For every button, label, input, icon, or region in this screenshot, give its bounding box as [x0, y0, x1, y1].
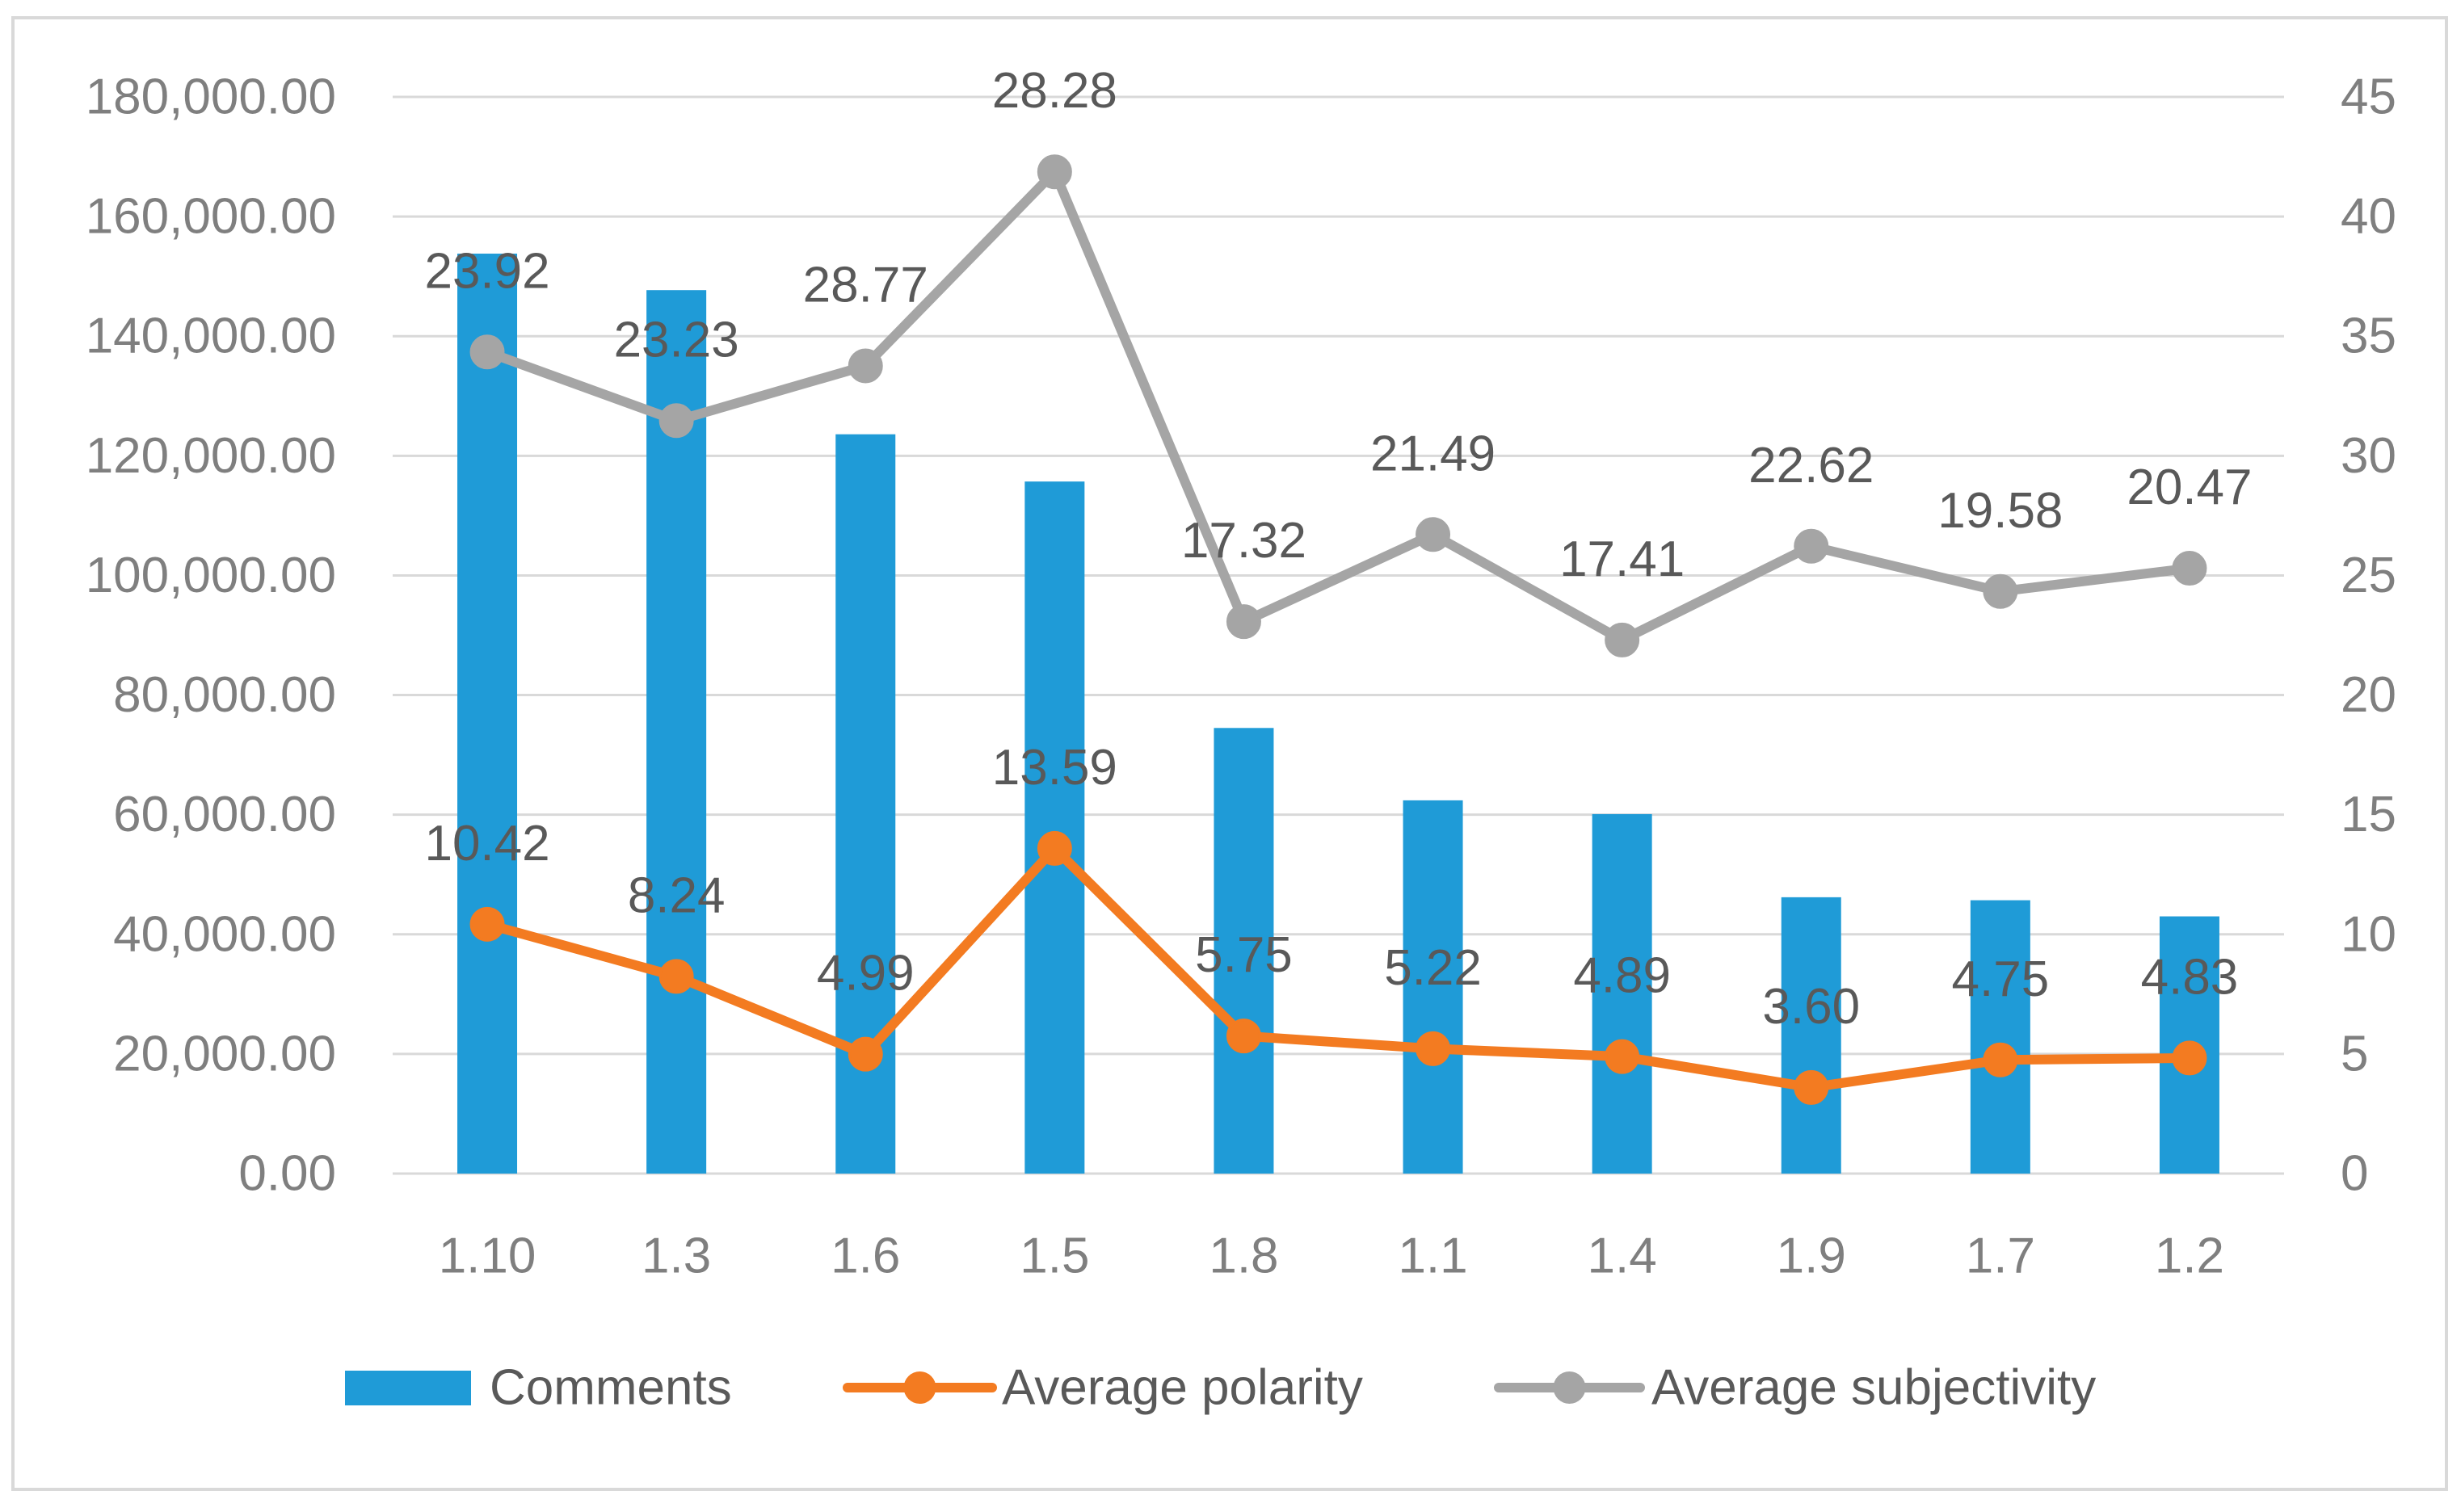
- right-y-tick-label: 25: [2341, 548, 2396, 603]
- legend-item-average-polarity: Average polarity: [843, 1360, 1363, 1416]
- x-tick-label: 1.2: [2155, 1228, 2224, 1284]
- bar-comments: [1970, 900, 2030, 1174]
- right-y-tick-label: 5: [2341, 1026, 2368, 1082]
- point-average-polarity: [848, 1036, 883, 1072]
- left-y-axis: 0.00 20,000.00 40,000.00 60,000.00 80,000.00…: [86, 69, 336, 1202]
- point-average-subjectivity: [1605, 622, 1640, 657]
- legend-marker-average-subjectivity: [1553, 1371, 1586, 1404]
- x-tick-label: 1.9: [1777, 1228, 1846, 1284]
- left-y-tick-label: 100,000.00: [86, 548, 336, 603]
- bar-comments: [1781, 897, 1841, 1174]
- legend-label-average-polarity: Average polarity: [1002, 1360, 1363, 1416]
- point-average-polarity: [1037, 830, 1072, 866]
- left-y-tick-label: 20,000.00: [113, 1026, 336, 1082]
- right-y-tick-label: 35: [2341, 309, 2396, 364]
- left-y-tick-label: 80,000.00: [113, 667, 336, 723]
- legend-marker-average-polarity: [903, 1371, 936, 1404]
- x-tick-label: 1.7: [1966, 1228, 2035, 1284]
- data-label-average-subjectivity: 17.32: [1181, 513, 1306, 569]
- bar-comments: [1024, 481, 1085, 1174]
- data-label-average-polarity: 4.89: [1573, 948, 1671, 1004]
- right-y-tick-label: 0: [2341, 1146, 2368, 1202]
- point-average-subjectivity: [1037, 154, 1072, 190]
- data-label-average-polarity: 4.99: [817, 946, 915, 1002]
- legend-item-comments: Comments: [345, 1360, 732, 1416]
- point-average-subjectivity: [1794, 528, 1829, 564]
- line-series: [469, 154, 2207, 1105]
- point-average-subjectivity: [848, 348, 883, 384]
- data-label-average-subjectivity: 23.92: [424, 243, 549, 299]
- gridlines: [393, 95, 2284, 1175]
- point-average-polarity: [1605, 1039, 1640, 1074]
- right-y-axis: 0 5 10 15 20 25 30 35 40 45: [2341, 69, 2396, 1202]
- point-average-polarity: [1416, 1031, 1451, 1066]
- right-y-tick-label: 40: [2341, 189, 2396, 245]
- line-average-subjectivity: [482, 166, 2194, 645]
- point-average-polarity: [1794, 1069, 1829, 1105]
- data-label-average-polarity: 10.42: [424, 816, 549, 872]
- bar-comments: [1214, 728, 1274, 1174]
- point-average-subjectivity: [1226, 604, 1261, 640]
- point-average-polarity: [658, 959, 694, 994]
- x-tick-label: 1.4: [1588, 1228, 1657, 1284]
- bar-comments: [457, 254, 518, 1174]
- point-average-subjectivity: [2172, 551, 2207, 586]
- legend-item-average-subjectivity: Average subjectivity: [1494, 1360, 2096, 1416]
- data-label-average-subjectivity: 21.49: [1370, 426, 1496, 481]
- point-average-polarity: [1226, 1018, 1261, 1054]
- data-label-average-subjectivity: 17.41: [1559, 531, 1685, 587]
- data-label-average-polarity: 4.75: [1952, 951, 2050, 1007]
- data-label-average-polarity: 5.22: [1384, 940, 1482, 996]
- right-y-tick-label: 10: [2341, 906, 2396, 962]
- left-y-tick-label: 160,000.00: [86, 189, 336, 245]
- point-average-subjectivity: [469, 334, 505, 370]
- bar-comments: [1592, 813, 1652, 1174]
- right-y-tick-label: 30: [2341, 428, 2396, 484]
- point-average-subjectivity: [1416, 517, 1451, 552]
- point-average-polarity: [469, 906, 505, 942]
- legend-label-comments: Comments: [490, 1360, 732, 1416]
- legend: Comments Average polarity Average subjecti…: [345, 1360, 2096, 1416]
- data-label-average-subjectivity: 20.47: [2127, 460, 2252, 515]
- data-label-average-polarity: 5.75: [1195, 927, 1293, 983]
- left-y-tick-label: 40,000.00: [113, 906, 336, 962]
- data-label-average-subjectivity: 19.58: [1937, 483, 2063, 539]
- bar-comments: [1403, 800, 1463, 1174]
- line-average-polarity: [482, 843, 2194, 1093]
- right-y-tick-label: 45: [2341, 69, 2396, 125]
- left-y-tick-label: 0.00: [238, 1146, 336, 1202]
- right-y-tick-label: 15: [2341, 787, 2396, 842]
- point-average-polarity: [1983, 1042, 2018, 1077]
- right-y-tick-label: 20: [2341, 667, 2396, 723]
- x-tick-label: 1.8: [1209, 1228, 1278, 1284]
- comments-bars: [457, 254, 2219, 1174]
- data-labels: 10.42 8.24 4.99 13.59 5.75 5.22 4.89 3.60 4.75 4.…: [424, 63, 2252, 1035]
- legend-label-average-subjectivity: Average subjectivity: [1651, 1360, 2096, 1416]
- x-tick-label: 1.10: [439, 1228, 536, 1284]
- left-y-tick-label: 180,000.00: [86, 69, 336, 125]
- x-tick-label: 1.6: [831, 1228, 900, 1284]
- data-label-average-subjectivity: 28.28: [992, 63, 1117, 119]
- point-average-polarity: [2172, 1040, 2207, 1076]
- point-average-subjectivity: [658, 403, 694, 439]
- data-label-average-polarity: 3.60: [1762, 979, 1860, 1035]
- x-tick-label: 1.3: [642, 1228, 711, 1284]
- data-label-average-polarity: 13.59: [992, 740, 1117, 796]
- x-axis: 1.10 1.3 1.6 1.5 1.8 1.1 1.4 1.9 1.7 1.2: [439, 1228, 2224, 1284]
- data-label-average-subjectivity: 22.62: [1748, 438, 1874, 494]
- data-label-average-polarity: 8.24: [628, 867, 726, 923]
- left-y-tick-label: 120,000.00: [86, 428, 336, 484]
- legend-swatch-comments: [345, 1371, 471, 1405]
- left-y-tick-label: 140,000.00: [86, 309, 336, 364]
- left-y-tick-label: 60,000.00: [113, 787, 336, 842]
- data-label-average-subjectivity: 28.77: [803, 257, 928, 313]
- x-tick-label: 1.5: [1020, 1228, 1089, 1284]
- data-label-average-polarity: 4.83: [2141, 949, 2239, 1005]
- data-label-average-subjectivity: 23.23: [614, 312, 739, 368]
- x-tick-label: 1.1: [1398, 1228, 1467, 1284]
- point-average-subjectivity: [1983, 573, 2018, 609]
